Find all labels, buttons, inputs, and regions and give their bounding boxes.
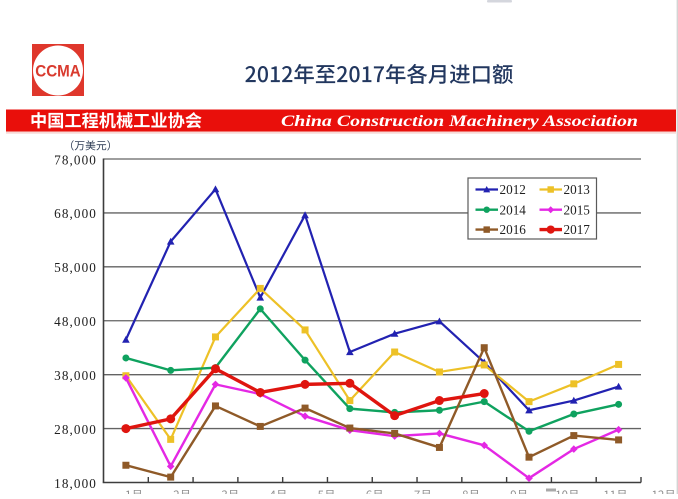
svg-text:38,000: 38,000: [54, 368, 97, 383]
svg-text:78,000: 78,000: [54, 152, 97, 167]
svg-text:18,000: 18,000: [54, 476, 97, 491]
svg-text:2015: 2015: [564, 202, 591, 217]
svg-text:2014: 2014: [500, 202, 527, 217]
svg-text:2016: 2016: [500, 222, 527, 237]
svg-text:2017: 2017: [564, 222, 591, 237]
svg-text:CCMA: CCMA: [35, 62, 81, 80]
svg-text:48,000: 48,000: [54, 314, 97, 329]
svg-text:China Construction Machinery A: China Construction Machinery Association: [281, 113, 638, 130]
svg-text:58,000: 58,000: [54, 260, 97, 275]
svg-text:2013: 2013: [564, 182, 591, 197]
svg-text:68,000: 68,000: [54, 206, 97, 221]
svg-text:2012: 2012: [500, 182, 526, 197]
svg-text:28,000: 28,000: [54, 422, 97, 437]
